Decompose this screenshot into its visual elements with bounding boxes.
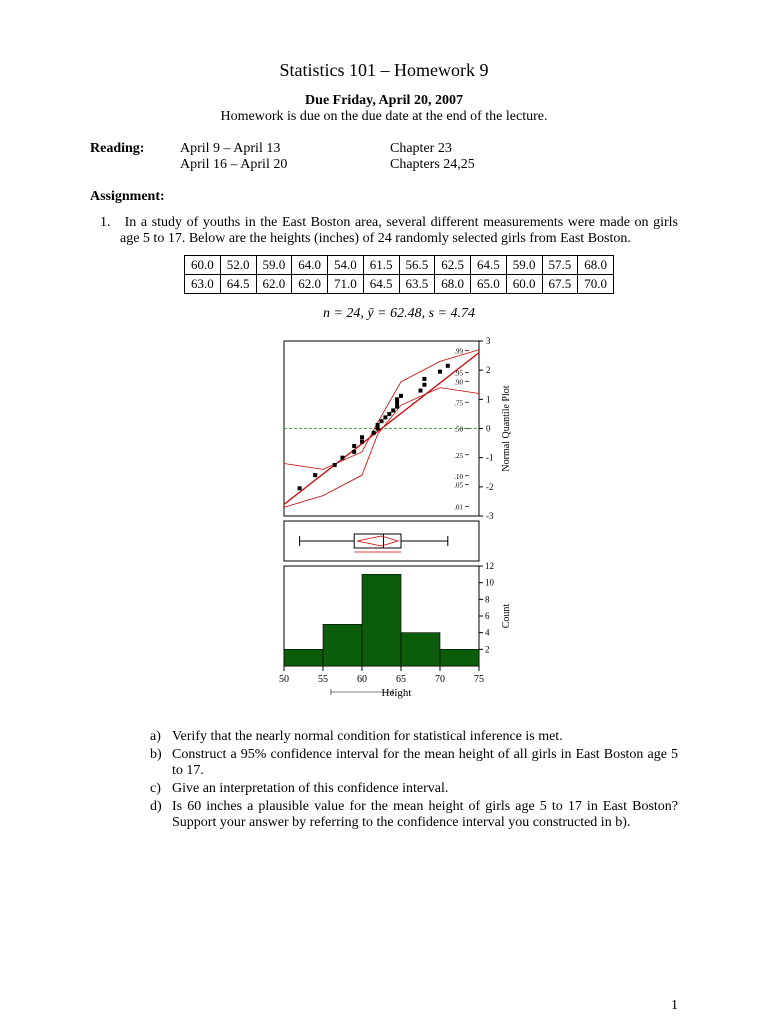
table-cell: 68.0 (578, 256, 614, 275)
table-cell: 71.0 (328, 275, 364, 294)
svg-text:-1: -1 (486, 453, 494, 463)
svg-text:Normal Quantile Plot: Normal Quantile Plot (501, 385, 512, 471)
svg-text:8: 8 (485, 594, 490, 604)
table-cell: 62.0 (292, 275, 328, 294)
statistical-chart: 3210-1-2-3Normal Quantile Plot.99.95.90.… (274, 336, 524, 711)
question-text: In a study of youths in the East Boston … (120, 215, 678, 246)
page-title: Statistics 101 – Homework 9 (90, 60, 678, 81)
svg-text:.50: .50 (454, 426, 463, 434)
svg-text:.01: .01 (454, 503, 463, 511)
svg-text:Height: Height (382, 687, 412, 699)
question-1: 1. In a study of youths in the East Bost… (120, 215, 678, 831)
svg-text:1: 1 (486, 394, 491, 404)
table-cell: 59.0 (256, 256, 292, 275)
table-cell: 63.0 (185, 275, 221, 294)
svg-text:.75: .75 (454, 399, 463, 407)
reading-row-dates: April 16 – April 20 (180, 157, 390, 173)
table-cell: 54.0 (328, 256, 364, 275)
svg-text:4: 4 (485, 628, 490, 638)
table-cell: 57.5 (542, 256, 578, 275)
table-cell: 61.5 (363, 256, 399, 275)
reading-dates-col: April 9 – April 13 April 16 – April 20 (180, 141, 390, 173)
subquestion-text: Is 60 inches a plausible value for the m… (172, 799, 678, 831)
svg-text:3: 3 (486, 336, 491, 346)
svg-text:65: 65 (396, 674, 406, 685)
svg-text:-2: -2 (486, 482, 494, 492)
reading-section: Reading: April 9 – April 13 April 16 – A… (90, 141, 678, 173)
reading-label: Reading: (90, 141, 180, 173)
question-number: 1. (100, 215, 120, 231)
subquestions: a)Verify that the nearly normal conditio… (150, 729, 678, 831)
page-number: 1 (671, 998, 678, 1014)
subquestion-item: d)Is 60 inches a plausible value for the… (150, 799, 678, 831)
svg-text:2: 2 (485, 644, 490, 654)
svg-text:60: 60 (357, 674, 367, 685)
table-cell: 64.5 (471, 256, 507, 275)
svg-text:.05: .05 (454, 482, 463, 490)
table-cell: 67.5 (542, 275, 578, 294)
svg-text:70: 70 (435, 674, 445, 685)
svg-text:12: 12 (485, 561, 494, 571)
subquestion-letter: c) (150, 781, 172, 797)
table-cell: 59.0 (506, 256, 542, 275)
svg-text:0: 0 (486, 424, 491, 434)
table-cell: 60.0 (185, 256, 221, 275)
subquestion-letter: a) (150, 729, 172, 745)
table-cell: 63.5 (399, 275, 435, 294)
subquestion-item: c)Give an interpretation of this confide… (150, 781, 678, 797)
document-page: Statistics 101 – Homework 9 Due Friday, … (0, 0, 768, 1034)
svg-text:6: 6 (485, 611, 490, 621)
table-cell: 60.0 (506, 275, 542, 294)
subquestion-item: a)Verify that the nearly normal conditio… (150, 729, 678, 745)
svg-text:50: 50 (279, 674, 289, 685)
table-cell: 64.5 (220, 275, 256, 294)
table-cell: 64.0 (292, 256, 328, 275)
subquestion-item: b)Construct a 95% confidence interval fo… (150, 747, 678, 779)
svg-text:-3: -3 (486, 511, 494, 521)
table-cell: 70.0 (578, 275, 614, 294)
svg-text:75: 75 (474, 674, 484, 685)
svg-text:55: 55 (318, 674, 328, 685)
svg-text:Count: Count (501, 604, 512, 629)
table-cell: 64.5 (363, 275, 399, 294)
subquestion-letter: b) (150, 747, 172, 779)
subquestion-text: Give an interpretation of this confidenc… (172, 781, 678, 797)
reading-row-chapters: Chapters 24,25 (390, 157, 475, 173)
chart-svg: 3210-1-2-3Normal Quantile Plot.99.95.90.… (274, 336, 524, 706)
reading-row-dates: April 9 – April 13 (180, 141, 390, 157)
due-note: Homework is due on the due date at the e… (90, 109, 678, 125)
subquestion-text: Verify that the nearly normal condition … (172, 729, 678, 745)
due-date: Due Friday, April 20, 2007 (90, 93, 678, 109)
table-cell: 65.0 (471, 275, 507, 294)
summary-stats: n = 24, ȳ = 62.48, s = 4.74 (120, 306, 678, 322)
data-table: 60.052.059.064.054.061.556.562.564.559.0… (184, 255, 614, 294)
svg-text:10: 10 (485, 578, 495, 588)
table-cell: 68.0 (435, 275, 471, 294)
svg-text:.25: .25 (454, 452, 463, 460)
subquestion-letter: d) (150, 799, 172, 831)
svg-text:2: 2 (486, 365, 491, 375)
reading-chapters-col: Chapter 23 Chapters 24,25 (390, 141, 475, 173)
assignment-label: Assignment: (90, 189, 678, 205)
table-cell: 62.5 (435, 256, 471, 275)
subquestion-text: Construct a 95% confidence interval for … (172, 747, 678, 779)
table-cell: 56.5 (399, 256, 435, 275)
svg-text:.90: .90 (454, 378, 463, 386)
svg-text:.10: .10 (454, 473, 463, 481)
table-cell: 62.0 (256, 275, 292, 294)
reading-row-chapters: Chapter 23 (390, 141, 475, 157)
table-cell: 52.0 (220, 256, 256, 275)
